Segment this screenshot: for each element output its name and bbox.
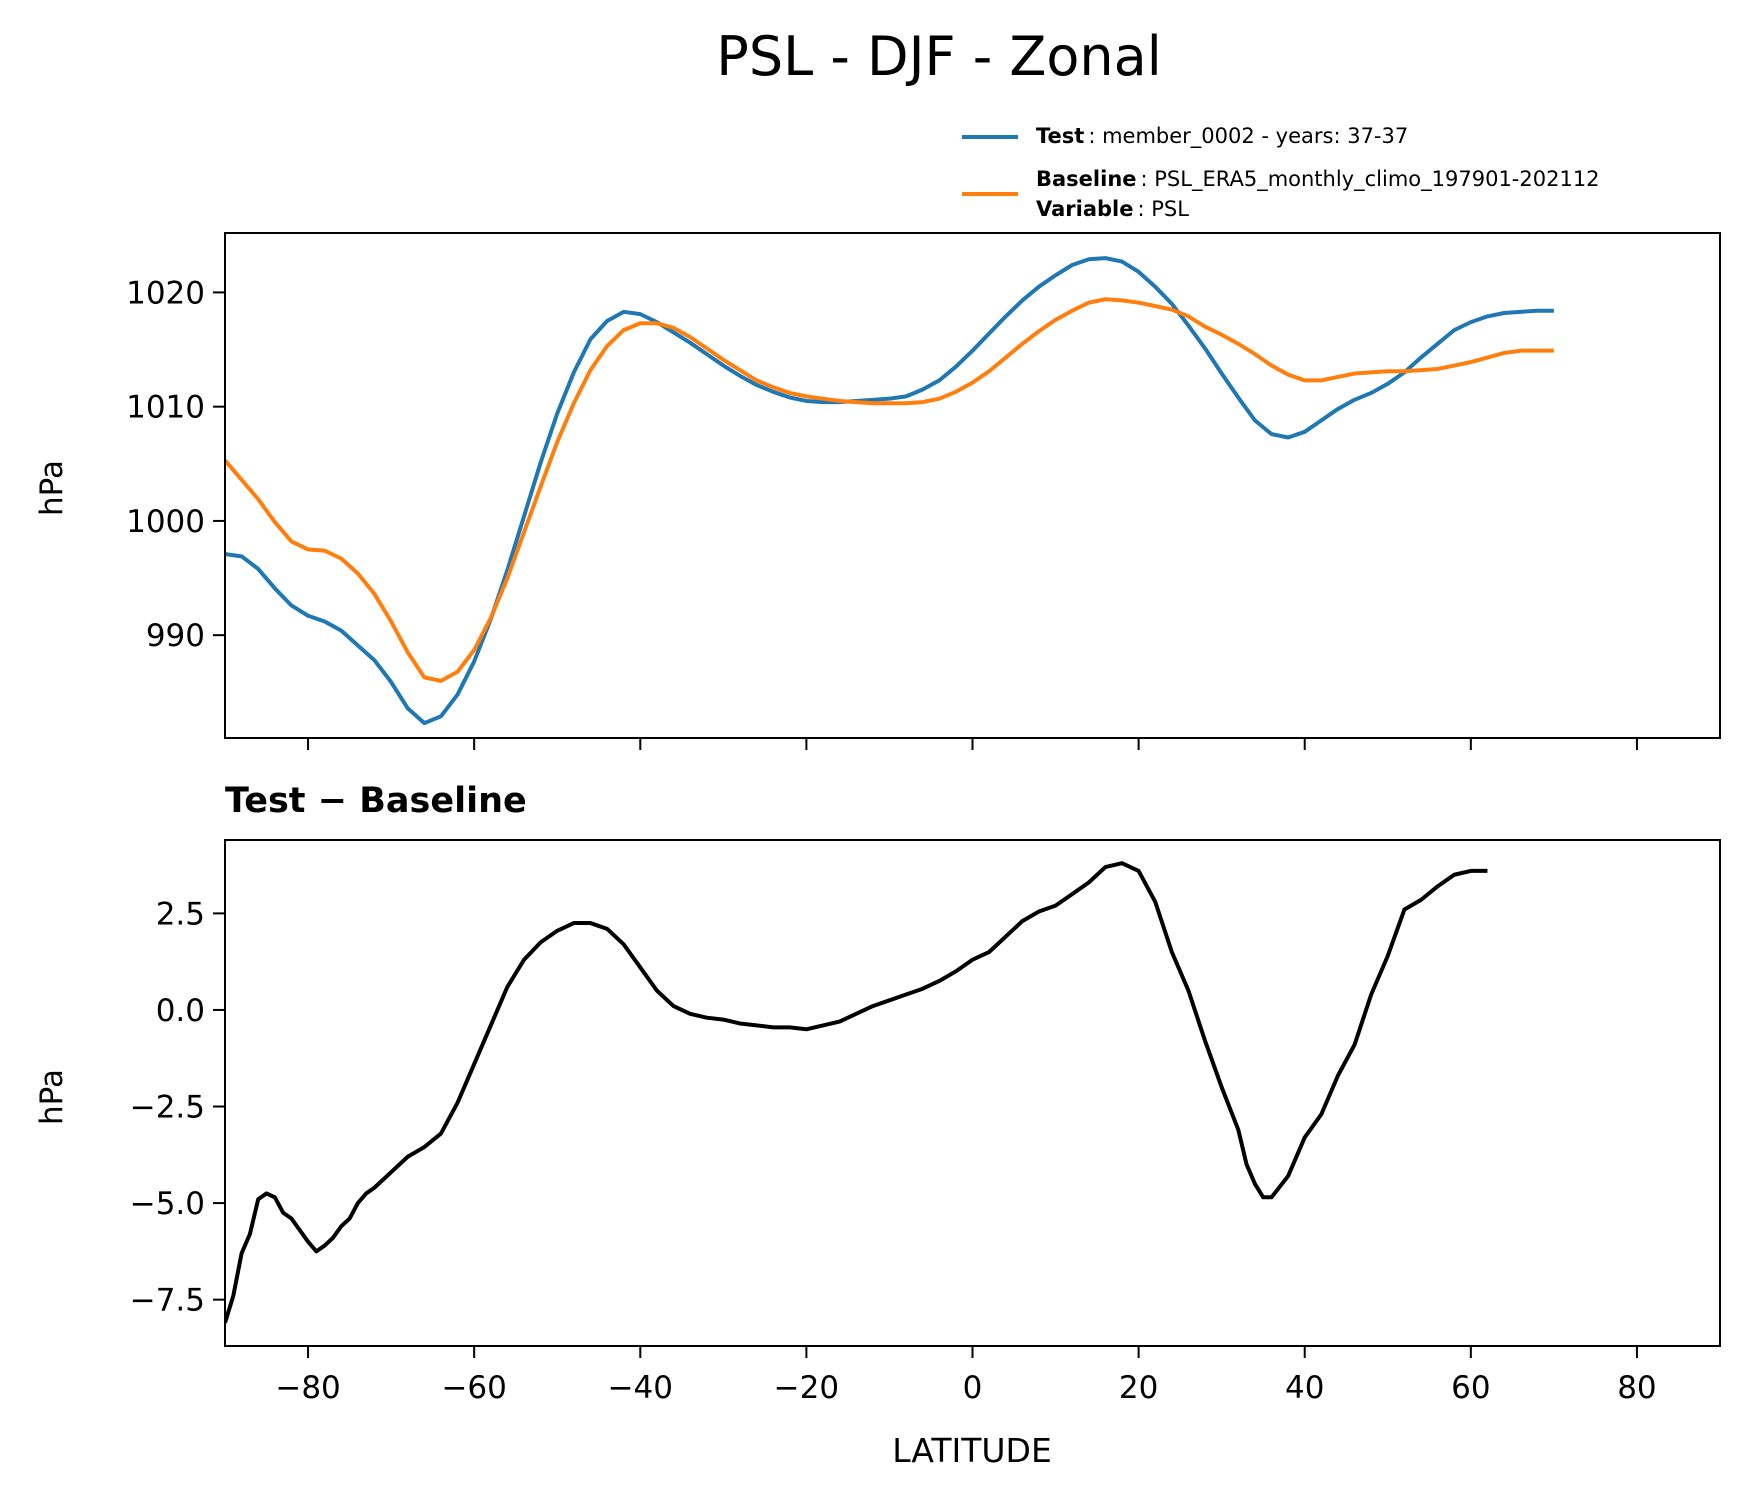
top-ytick-label: 1000 <box>126 504 205 540</box>
legend-test-label: Test: member_0002 - years: 37-37 <box>1036 124 1408 149</box>
bottom-axes-frame <box>224 839 1721 1347</box>
legend-baseline-name: Baseline <box>1036 167 1137 191</box>
bottom-ylabel: hPa <box>34 1069 70 1125</box>
bottom-xtick-label: 20 <box>1119 1370 1158 1406</box>
diff-panel-title: Test − Baseline <box>225 781 527 821</box>
bottom-panel: −80 −60 −40 −20 0 20 40 60 80 −7.5 −5.0 −2.5 0.0 2.5 <box>130 839 1721 1406</box>
top-axes-frame <box>224 232 1721 739</box>
legend-test-text: : member_0002 - years: 37-37 <box>1088 124 1408 149</box>
bottom-xtick-label: −40 <box>608 1370 673 1406</box>
bottom-xtick-label: 60 <box>1451 1370 1490 1406</box>
legend-baseline-text: : PSL_ERA5_monthly_climo_197901-202112 <box>1141 167 1600 192</box>
top-ytick-label: 990 <box>146 618 205 654</box>
legend-variable-name: Variable <box>1036 197 1133 221</box>
legend-baseline-label: Baseline: PSL_ERA5_monthly_climo_197901-… <box>1036 167 1600 192</box>
top-panel: 990 1000 1010 1020 <box>126 232 1721 750</box>
legend-variable-label: Variable: PSL <box>1036 197 1189 221</box>
figure-title: PSL - DJF - Zonal <box>716 25 1161 88</box>
top-ytick-label: 1010 <box>126 390 205 426</box>
bottom-xtick-label: 40 <box>1285 1370 1324 1406</box>
bottom-xtick-label: −80 <box>275 1370 340 1406</box>
bottom-xtick-label: 0 <box>963 1370 983 1406</box>
bottom-xtick-label: 80 <box>1617 1370 1656 1406</box>
bottom-ytick-label: 0.0 <box>156 993 205 1029</box>
bottom-xtick-label: −20 <box>774 1370 839 1406</box>
top-series-baseline-line <box>225 297 1554 683</box>
bottom-series-diff-line <box>225 861 1488 1324</box>
bottom-xlabel: LATITUDE <box>892 1431 1052 1470</box>
top-series-test-line <box>225 256 1554 726</box>
legend-variable-text: : PSL <box>1137 197 1189 221</box>
top-ylabel: hPa <box>34 460 70 516</box>
bottom-ytick-label: −2.5 <box>130 1090 205 1126</box>
top-ytick-label: 1020 <box>126 275 205 311</box>
bottom-xtick-label: −60 <box>441 1370 506 1406</box>
bottom-ytick-label: 2.5 <box>156 896 205 932</box>
legend: Test: member_0002 - years: 37-37 Baselin… <box>962 124 1600 221</box>
bottom-ytick-label: −7.5 <box>130 1283 205 1319</box>
bottom-ytick-label: −5.0 <box>130 1186 205 1222</box>
legend-test-name: Test <box>1036 124 1084 148</box>
